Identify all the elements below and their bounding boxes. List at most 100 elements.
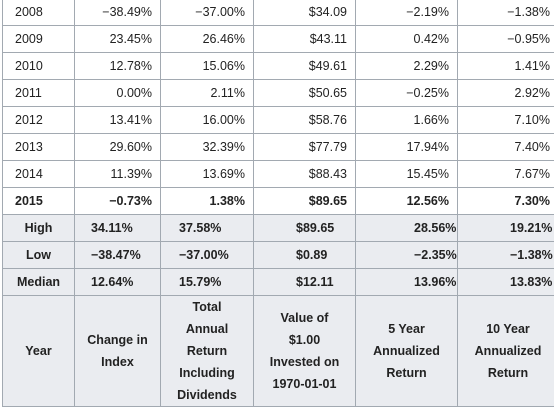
summary-label: Median (2, 268, 75, 296)
column-header-ten: 10 Year Annualized Return (457, 295, 554, 407)
ten-cell: −1.38% (457, 0, 554, 26)
year-cell: 2008 (2, 0, 75, 26)
change-cell: 12.78% (74, 52, 161, 80)
summary-change-cell: −38.47% (74, 241, 161, 269)
summary-change-cell: 34.11% (74, 214, 161, 242)
column-header-line: Value of (280, 311, 329, 325)
value-cell: $88.43 (253, 160, 356, 188)
returns-table: 2008 −38.49% −37.00% $34.09 −2.19% −1.38% 2009… (2, 0, 554, 407)
five-cell: 0.42% (355, 25, 458, 53)
ten-cell: 1.41% (457, 52, 554, 80)
summary-total-cell: −37.00% (160, 241, 254, 269)
column-header-year: Year (2, 295, 75, 407)
summary-row: Median 12.64% 15.79% $12.11 13.96% 13.83% (2, 268, 554, 296)
column-header-line: Annualized (373, 344, 440, 358)
column-header-line: 1970-01-01 (272, 377, 337, 391)
column-header-value: Value of $1.00 Invested on 1970-01-01 (253, 295, 356, 407)
ten-cell: 7.67% (457, 160, 554, 188)
five-cell: 2.29% (355, 52, 458, 80)
value-cell: $49.61 (253, 52, 356, 80)
five-cell: 17.94% (355, 133, 458, 161)
change-cell: −38.49% (74, 0, 161, 26)
column-header-line: Return (386, 366, 427, 380)
summary-change-cell: 12.64% (74, 268, 161, 296)
change-cell: 23.45% (74, 25, 161, 53)
summary-five-cell: −2.35% (355, 241, 458, 269)
year-cell: 2015 (2, 187, 75, 215)
column-header-line: $1.00 (288, 333, 321, 347)
value-cell: $58.76 (253, 106, 356, 134)
value-cell: $50.65 (253, 79, 356, 107)
summary-value-cell: $89.65 (253, 214, 356, 242)
five-cell: −2.19% (355, 0, 458, 26)
total-cell: −37.00% (160, 0, 254, 26)
table-row: 2015 −0.73% 1.38% $89.65 12.56% 7.30% (2, 187, 554, 215)
value-cell: $89.65 (253, 187, 356, 215)
total-cell: 1.38% (160, 187, 254, 215)
column-header-change: Change in Index (74, 295, 161, 407)
table-row: 2011 0.00% 2.11% $50.65 −0.25% 2.92% (2, 79, 554, 107)
table-row: 2008 −38.49% −37.00% $34.09 −2.19% −1.38% (2, 0, 554, 26)
returns-table-body: 2008 −38.49% −37.00% $34.09 −2.19% −1.38% 2009… (2, 0, 554, 407)
total-cell: 32.39% (160, 133, 254, 161)
total-cell: 16.00% (160, 106, 254, 134)
column-header-line: Total (192, 300, 222, 314)
column-header-line: 5 Year (388, 322, 425, 336)
year-cell: 2010 (2, 52, 75, 80)
five-cell: 12.56% (355, 187, 458, 215)
column-header-line: Return (186, 344, 228, 358)
table-row: 2009 23.45% 26.46% $43.11 0.42% −0.95% (2, 25, 554, 53)
column-header-total: Total Annual Return Including Dividends (160, 295, 254, 407)
summary-value-cell: $0.89 (253, 241, 356, 269)
summary-five-cell: 28.56% (355, 214, 458, 242)
value-cell: $43.11 (253, 25, 356, 53)
total-cell: 2.11% (160, 79, 254, 107)
change-cell: 29.60% (74, 133, 161, 161)
summary-row: High 34.11% 37.58% $89.65 28.56% 19.21% (2, 214, 554, 242)
table-row: 2010 12.78% 15.06% $49.61 2.29% 1.41% (2, 52, 554, 80)
summary-value-cell: $12.11 (253, 268, 356, 296)
total-cell: 13.69% (160, 160, 254, 188)
column-header-line: Year (25, 344, 52, 358)
column-header-line: Annual (185, 322, 229, 336)
column-header-line: 10 Year (486, 322, 530, 336)
change-cell: −0.73% (74, 187, 161, 215)
value-cell: $77.79 (253, 133, 356, 161)
ten-cell: −0.95% (457, 25, 554, 53)
year-cell: 2012 (2, 106, 75, 134)
column-header-line: Annualized (474, 344, 542, 358)
ten-cell: 7.30% (457, 187, 554, 215)
total-cell: 15.06% (160, 52, 254, 80)
change-cell: 11.39% (74, 160, 161, 188)
column-header-line: Including (179, 366, 235, 380)
summary-ten-cell: 13.83% (457, 268, 554, 296)
column-header-line: Return (487, 366, 529, 380)
column-header-line: Dividends (177, 388, 237, 402)
column-header-line: Invested on (269, 355, 340, 369)
total-cell: 26.46% (160, 25, 254, 53)
ten-cell: 2.92% (457, 79, 554, 107)
year-cell: 2011 (2, 79, 75, 107)
column-header-line: Index (101, 355, 134, 369)
summary-label: Low (2, 241, 75, 269)
summary-five-cell: 13.96% (355, 268, 458, 296)
ten-cell: 7.40% (457, 133, 554, 161)
change-cell: 13.41% (74, 106, 161, 134)
summary-total-cell: 37.58% (160, 214, 254, 242)
five-cell: 15.45% (355, 160, 458, 188)
change-cell: 0.00% (74, 79, 161, 107)
summary-label: High (2, 214, 75, 242)
column-header-row: Year Change in Index Total Annual Return Inclu… (2, 295, 554, 407)
summary-ten-cell: −1.38% (457, 241, 554, 269)
summary-ten-cell: 19.21% (457, 214, 554, 242)
summary-total-cell: 15.79% (160, 268, 254, 296)
column-header-line: Change in (87, 333, 148, 347)
column-header-five: 5 Year Annualized Return (355, 295, 458, 407)
table-row: 2012 13.41% 16.00% $58.76 1.66% 7.10% (2, 106, 554, 134)
five-cell: −0.25% (355, 79, 458, 107)
five-cell: 1.66% (355, 106, 458, 134)
year-cell: 2013 (2, 133, 75, 161)
table-row: 2014 11.39% 13.69% $88.43 15.45% 7.67% (2, 160, 554, 188)
value-cell: $34.09 (253, 0, 356, 26)
year-cell: 2009 (2, 25, 75, 53)
